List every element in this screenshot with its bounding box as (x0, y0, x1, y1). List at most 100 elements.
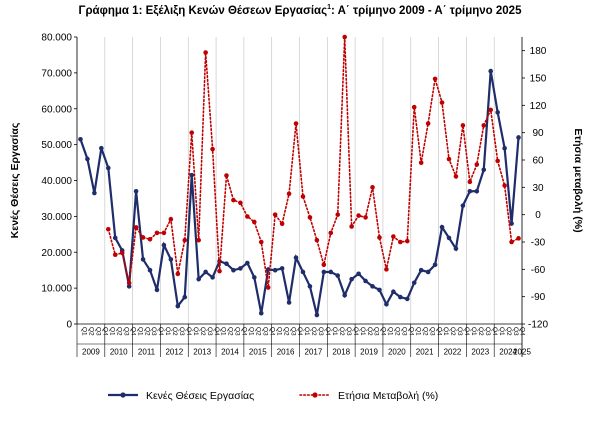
data-point-annual-change (411, 104, 417, 110)
data-point-vacancies (78, 136, 83, 142)
data-point-annual-change (356, 213, 361, 218)
y-left-tick-label: 80.000 (41, 33, 72, 44)
x-year-label: 2021 (416, 348, 434, 357)
x-year-label: 2022 (444, 348, 462, 357)
data-point-annual-change (349, 224, 354, 229)
data-point-annual-change (391, 234, 396, 239)
data-point-annual-change (488, 107, 494, 113)
x-quarter-label: Q1 (136, 327, 143, 336)
data-point-vacancies (363, 278, 368, 284)
data-point-vacancies (279, 266, 285, 271)
data-point-vacancies (384, 301, 389, 307)
data-point-vacancies (398, 294, 403, 300)
y-left-tick-label: 60.000 (41, 104, 72, 115)
data-point-annual-change (258, 239, 264, 245)
data-point-annual-change (335, 212, 341, 217)
x-quarter-label: Q3 (401, 327, 408, 336)
data-point-annual-change (474, 162, 480, 167)
x-quarter-label: Q3 (122, 327, 129, 336)
x-quarter-label: Q3 (206, 327, 213, 336)
data-point-vacancies (175, 303, 181, 309)
data-point-vacancies (446, 235, 452, 241)
x-year-label: 2011 (138, 348, 156, 357)
data-point-annual-change (147, 236, 153, 242)
data-point-vacancies (474, 188, 480, 194)
data-point-annual-change (363, 215, 368, 220)
data-point-annual-change (133, 225, 139, 230)
data-point-vacancies (460, 203, 466, 208)
y-right-tick-label: 120 (530, 101, 547, 112)
data-point-annual-change (119, 250, 125, 256)
data-point-vacancies (391, 289, 396, 295)
x-quarter-label: Q1 (220, 327, 227, 336)
data-point-annual-change (189, 130, 195, 135)
x-year-label: 2024 (499, 348, 517, 357)
data-point-annual-change (425, 121, 431, 126)
y-left-tick-label: 20.000 (41, 248, 72, 259)
y-left-tick-label: 0 (66, 320, 72, 331)
y-right-tick-label: 0 (535, 210, 541, 221)
x-year-label: 2009 (82, 348, 100, 357)
data-point-annual-change (272, 212, 278, 217)
x-quarter-label: Q1 (498, 327, 505, 336)
x-quarter-label: Q2 (505, 327, 512, 336)
data-point-vacancies (224, 261, 229, 267)
chart-title-period: : Α΄ τρίμηνο 2009 - Α΄ τρίμηνο 2025 (331, 4, 522, 17)
data-point-vacancies (182, 294, 188, 300)
data-point-annual-change (293, 121, 299, 126)
x-quarter-label: Q2 (255, 327, 262, 336)
x-quarter-label: Q2 (338, 327, 345, 336)
data-point-annual-change (161, 230, 167, 236)
data-point-annual-change (154, 230, 160, 236)
x-quarter-label: Q1 (108, 327, 115, 336)
data-point-annual-change (210, 146, 215, 152)
data-point-annual-change (182, 237, 188, 243)
x-quarter-label: Q1 (275, 327, 282, 336)
x-quarter-label: Q2 (449, 327, 456, 336)
data-point-vacancies (210, 275, 215, 280)
y-right-tick-label: -120 (528, 320, 548, 331)
data-point-vacancies (300, 269, 306, 275)
x-quarter-label: Q1 (359, 327, 366, 336)
data-point-vacancies (99, 145, 104, 151)
x-quarter-label: Q3 (178, 327, 185, 336)
x-quarter-label: Q2 (282, 327, 289, 336)
data-point-vacancies (258, 310, 264, 316)
series-line-annual-change (107, 36, 520, 288)
data-point-vacancies (439, 224, 445, 230)
data-point-annual-change (439, 100, 445, 105)
data-point-vacancies (495, 110, 500, 115)
x-quarter-label: Q3 (428, 327, 435, 336)
x-quarter-label: Q1 (164, 327, 171, 336)
data-point-vacancies (126, 284, 132, 289)
data-point-vacancies (481, 167, 487, 173)
data-point-annual-change (418, 160, 424, 166)
y-right-tick-label: -90 (531, 292, 546, 303)
data-point-annual-change (321, 262, 327, 268)
x-year-label: 2012 (165, 348, 183, 357)
x-year-label: 2018 (332, 348, 350, 357)
x-year-label: 2014 (221, 348, 239, 357)
x-quarter-label: Q2 (171, 327, 178, 336)
x-quarter-label: Q1 (303, 327, 310, 336)
data-point-annual-change (516, 236, 521, 241)
y-axis-right-title: Ετήσια μεταβολή (%) (572, 128, 584, 232)
x-quarter-label: Q3 (512, 327, 519, 336)
x-year-label: 2013 (193, 348, 211, 357)
chart-title-footnote-marker: 1 (327, 4, 332, 11)
data-point-vacancies (502, 145, 507, 151)
x-quarter-label: Q2 (394, 327, 401, 336)
x-year-label: 2023 (471, 348, 489, 357)
x-quarter-label: Q1 (248, 327, 255, 336)
data-point-vacancies (516, 135, 521, 140)
data-point-vacancies (293, 255, 299, 260)
data-point-vacancies (161, 242, 167, 248)
data-point-vacancies (314, 312, 320, 318)
data-point-vacancies (140, 257, 146, 262)
x-quarter-label: Q2 (366, 327, 373, 336)
x-quarter-label: Q3 (456, 327, 463, 336)
y-right-tick-label: -60 (531, 265, 546, 276)
y-left-tick-label: 70.000 (41, 68, 72, 79)
data-point-vacancies (252, 275, 257, 280)
